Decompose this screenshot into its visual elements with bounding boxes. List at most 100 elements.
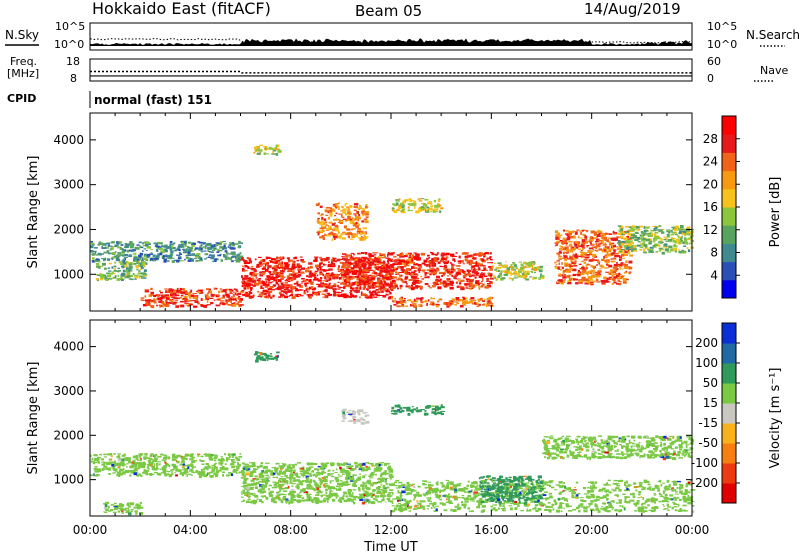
heatmap-cell — [518, 274, 521, 276]
heatmap-cell — [104, 276, 108, 278]
heatmap-cell — [455, 265, 460, 267]
heatmap-cell — [593, 266, 595, 270]
heatmap-cell — [410, 274, 413, 277]
heatmap-cell — [107, 270, 112, 272]
heatmap-cell — [327, 284, 329, 288]
heatmap-cell — [572, 278, 575, 281]
heatmap-cell — [566, 275, 571, 278]
heatmap-cell — [395, 273, 398, 275]
heatmap-cell — [665, 240, 670, 242]
heatmap-cell — [658, 230, 660, 233]
heatmap-cell — [420, 270, 422, 272]
heatmap-cell — [111, 246, 115, 248]
heatmap-cell — [213, 463, 216, 466]
heatmap-cell — [604, 232, 608, 235]
heatmap-cell — [451, 298, 456, 301]
heatmap-cell — [344, 219, 348, 222]
heatmap-cell — [335, 206, 340, 208]
heatmap-cell — [153, 300, 156, 303]
heatmap-cell — [415, 210, 419, 214]
heatmap-cell — [446, 268, 449, 271]
heatmap-cell — [200, 244, 203, 247]
heatmap-cell — [424, 274, 427, 276]
heatmap-cell — [396, 258, 401, 260]
heatmap-cell — [304, 472, 310, 475]
heatmap-cell — [280, 266, 285, 269]
heatmap-cell — [265, 469, 267, 473]
heatmap-cell — [162, 471, 167, 474]
heatmap-cell — [212, 260, 217, 262]
heatmap-cell — [641, 245, 645, 247]
heatmap-cell — [418, 280, 423, 283]
heatmap-cell — [425, 209, 428, 212]
heatmap-cell — [168, 303, 170, 305]
heatmap-cell — [260, 491, 264, 493]
heatmap-cell — [244, 464, 250, 466]
heatmap-cell — [113, 507, 118, 511]
heatmap-cell — [210, 301, 214, 305]
heatmap-cell — [339, 485, 344, 487]
heatmap-cell — [484, 252, 489, 255]
heatmap-cell — [451, 266, 454, 269]
heatmap-cell — [525, 264, 529, 266]
heatmap-cell — [136, 459, 141, 461]
heatmap-cell — [382, 287, 387, 291]
heatmap-cell — [663, 239, 667, 241]
heatmap-cell — [649, 246, 654, 249]
heatmap-cell — [332, 285, 337, 288]
heatmap-cell — [381, 277, 385, 279]
heatmap-cell — [206, 300, 209, 303]
heatmap-cell — [173, 249, 177, 252]
heatmap-cell — [680, 228, 684, 231]
heatmap-cell — [359, 463, 363, 465]
heatmap-cell — [192, 471, 195, 474]
heatmap-cell — [557, 268, 561, 270]
heatmap-cell — [177, 256, 182, 260]
heatmap-cell — [136, 262, 141, 264]
heatmap-cell — [332, 235, 335, 238]
heatmap-cell — [259, 273, 263, 277]
heatmap-cell — [673, 245, 678, 248]
heatmap-cell — [110, 455, 113, 458]
heatmap-cell — [317, 286, 322, 288]
heatmap-cell — [272, 284, 277, 287]
heatmap-cell — [216, 251, 220, 253]
heatmap-cell — [192, 466, 196, 468]
heatmap-cell — [462, 274, 467, 277]
heatmap-cell — [141, 259, 144, 263]
heatmap-cell — [114, 502, 117, 504]
heatmap-cell — [134, 466, 137, 469]
heatmap-cell — [606, 264, 610, 267]
heatmap-cell — [573, 242, 577, 245]
colorbar-segment — [722, 261, 736, 281]
heatmap-cell — [479, 263, 483, 266]
heatmap-cell — [303, 290, 306, 293]
heatmap-cell — [190, 455, 194, 458]
heatmap-cell — [388, 267, 391, 270]
heatmap-cell — [171, 260, 175, 263]
heatmap-cell — [624, 253, 628, 255]
heatmap-cell — [608, 249, 611, 252]
heatmap-cell — [103, 274, 106, 277]
heatmap-cell — [436, 275, 441, 279]
heatmap-cell — [612, 278, 616, 281]
heatmap-cell — [492, 275, 496, 278]
heatmap-cell — [274, 288, 278, 290]
heatmap-cell — [165, 473, 170, 476]
heatmap-cell — [271, 153, 276, 155]
heatmap-cell — [558, 262, 561, 265]
heatmap-cell — [678, 250, 683, 254]
heatmap-cell — [619, 235, 624, 239]
heatmap-cell — [175, 474, 178, 477]
heatmap-cell — [409, 200, 412, 203]
heatmap-cell — [124, 257, 126, 261]
heatmap-cell — [499, 272, 502, 275]
heatmap-cell — [360, 252, 365, 254]
heatmap-cell — [524, 274, 528, 278]
heatmap-cell — [315, 494, 320, 496]
heatmap-cell — [482, 273, 485, 277]
heatmap-cell — [597, 229, 601, 232]
heatmap-cell — [370, 278, 373, 281]
heatmap-cell — [575, 240, 578, 244]
heatmap-cell — [439, 281, 442, 285]
